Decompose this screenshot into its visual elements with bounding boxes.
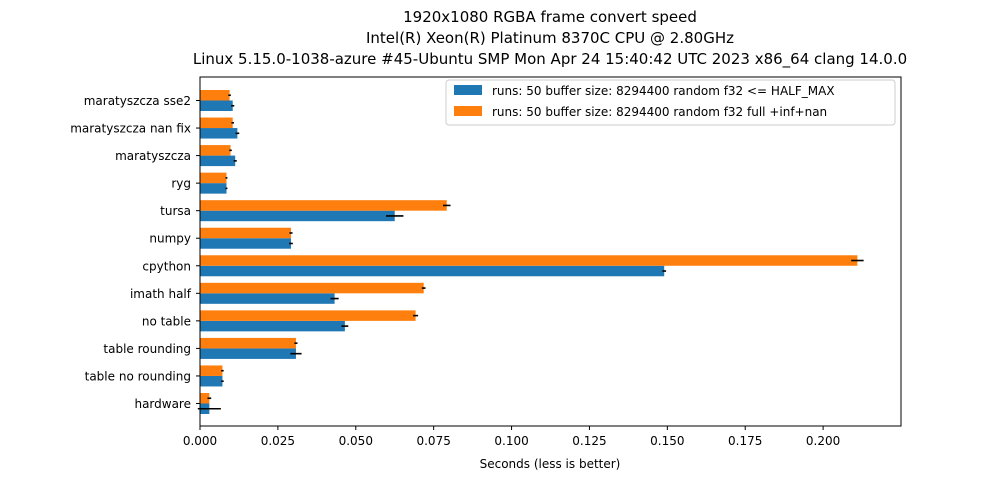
bar-full-inf-nan xyxy=(200,365,223,376)
bar-half-max xyxy=(200,293,335,304)
bar-full-inf-nan xyxy=(200,117,233,129)
chart-title-line: 1920x1080 RGBA frame convert speed xyxy=(403,8,697,26)
x-tick-label: 0.050 xyxy=(339,434,373,448)
x-tick-label: 0.125 xyxy=(572,434,606,448)
bar-half-max xyxy=(200,348,296,359)
y-axis: maratyszcza sse2 maratyszcza nan fix marat… xyxy=(70,94,200,411)
bar-half-max xyxy=(200,238,291,249)
chart-title-line: Intel(R) Xeon(R) Platinum 8370C CPU @ 2.… xyxy=(366,29,734,47)
bar-full-inf-nan xyxy=(200,255,858,266)
y-tick-label: maratyszcza xyxy=(115,149,191,163)
legend: runs: 50 buffer size: 8294400 random f32… xyxy=(445,79,896,126)
bar-half-max xyxy=(200,128,238,139)
x-tick-label: 0.075 xyxy=(416,434,450,448)
legend-box xyxy=(445,79,896,126)
bar-full-inf-nan xyxy=(200,172,227,184)
y-tick-label: maratyszcza sse2 xyxy=(84,94,191,108)
bar-half-max xyxy=(200,210,395,222)
x-axis: 0.000 0.025 0.050 0.075 0.100 0.125 0.150 0.175… xyxy=(183,426,840,448)
chart-title-line: Linux 5.15.0-1038-azure #45-Ubuntu SMP M… xyxy=(193,50,907,69)
bars-layer xyxy=(200,90,858,414)
bar-full-inf-nan xyxy=(200,310,416,321)
y-tick-label: table no rounding xyxy=(85,369,191,383)
y-tick-label: no table xyxy=(142,314,191,328)
bar-full-inf-nan xyxy=(200,393,210,404)
plot-frame xyxy=(199,76,902,427)
y-tick-label: cpython xyxy=(142,259,191,273)
x-tick-label: 0.025 xyxy=(261,434,295,448)
chart-title: 1920x1080 RGBA frame convert speed Intel… xyxy=(193,8,907,69)
y-tick-label: numpy xyxy=(149,232,191,246)
legend-label-series-2: runs: 50 buffer size: 8294400 random f32… xyxy=(492,105,827,119)
bar-half-max xyxy=(200,100,233,111)
bar-half-max xyxy=(200,155,236,167)
bar-full-inf-nan xyxy=(200,337,296,349)
bar-full-inf-nan xyxy=(200,227,291,239)
legend-label-series-1: runs: 50 buffer size: 8294400 random f32… xyxy=(492,84,835,98)
bar-half-max xyxy=(200,375,223,387)
y-tick-label: hardware xyxy=(134,397,191,411)
y-tick-label: imath half xyxy=(130,287,192,301)
legend-swatch-series-2 xyxy=(454,106,482,116)
x-tick-label: 0.200 xyxy=(806,434,840,448)
x-tick-label: 0.175 xyxy=(728,434,762,448)
bar-half-max xyxy=(200,320,345,332)
x-tick-label: 0.000 xyxy=(183,434,217,448)
legend-swatch-series-1 xyxy=(454,85,482,95)
bar-full-inf-nan xyxy=(200,282,424,294)
bar-half-max xyxy=(200,183,227,194)
error-bars-layer xyxy=(197,94,864,410)
bar-half-max xyxy=(200,265,665,277)
y-tick-label: tursa xyxy=(160,204,191,218)
bar-full-inf-nan xyxy=(200,200,447,211)
x-axis-label: Seconds (less is better) xyxy=(480,457,621,471)
y-tick-label: table rounding xyxy=(103,342,191,356)
y-tick-label: maratyszcza nan fix xyxy=(70,122,191,136)
bar-full-inf-nan xyxy=(200,90,230,101)
x-tick-label: 0.150 xyxy=(650,434,684,448)
x-tick-label: 0.100 xyxy=(494,434,528,448)
bar-full-inf-nan xyxy=(200,145,231,156)
y-tick-label: ryg xyxy=(171,177,191,191)
